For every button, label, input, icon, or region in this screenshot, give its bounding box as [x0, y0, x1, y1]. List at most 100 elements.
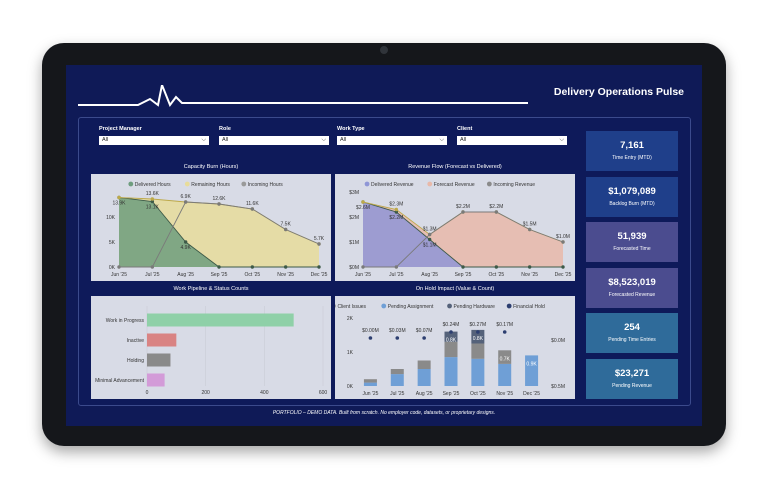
filter-label: Role [219, 126, 231, 132]
kpi-card[interactable]: 51,939 Forecasted Time [586, 222, 678, 262]
data-point [217, 265, 221, 269]
revenue-flow-chart[interactable]: Delivered Revenue Forecast Revenue Incomin… [335, 174, 575, 281]
data-label: $1.5M [523, 222, 537, 228]
x-tick-label: Sep '25 [455, 272, 472, 278]
data-point [502, 330, 507, 334]
bar-segment [471, 358, 485, 386]
category-label: Holding [127, 358, 144, 364]
filter-2: Work Type All ⌵ [337, 126, 447, 145]
dashboard-screen: Delivery Operations Pulse Project Manage… [66, 65, 702, 426]
data-point [561, 240, 565, 244]
legend-marker [331, 303, 336, 309]
x-tick-label: Nov '25 [496, 391, 513, 397]
bar [147, 333, 177, 347]
filter-dropdown[interactable]: All ⌵ [99, 136, 209, 145]
data-label: $1.3M [423, 227, 437, 233]
chart-title-revenue: Revenue Flow (Forecast vs Delivered) [408, 164, 502, 170]
bar [147, 313, 294, 327]
x-tick-label: Jun '25 [355, 272, 371, 278]
filter-dropdown[interactable]: All ⌵ [337, 136, 447, 145]
data-point [427, 232, 432, 237]
footer-disclaimer: PORTFOLIO – DEMO DATA. Built from scratc… [272, 410, 496, 416]
x-tick-label: Dec '25 [311, 272, 328, 278]
data-point [449, 330, 453, 334]
legend-label: Client Issues [337, 304, 366, 310]
y-tick-label: 5K [109, 240, 116, 246]
chevron-down-icon: ⌵ [321, 137, 326, 143]
y-tick-label: $3M [349, 190, 359, 196]
chart-title-onhold: On Hold Impact (Value & Count) [415, 286, 495, 292]
filter-3: Client All ⌵ [457, 126, 567, 145]
filter-dropdown[interactable]: All ⌵ [457, 136, 567, 145]
bar-segment [390, 369, 404, 375]
legend-label: Pending Assignment [388, 304, 434, 310]
legend-marker [381, 303, 387, 309]
legend-label: Delivered Hours [135, 182, 171, 188]
data-point [527, 227, 532, 232]
x-tick-label: 0 [146, 390, 149, 396]
legend-label: Pending Hardware [454, 304, 496, 310]
data-point [183, 240, 188, 244]
legend-marker [184, 181, 190, 187]
chevron-down-icon: ⌵ [559, 137, 564, 143]
legend-label: Incoming Revenue [493, 182, 535, 188]
on-hold-chart[interactable]: Client Issues Pending Assignment Pending H… [331, 296, 575, 399]
data-point [368, 336, 373, 340]
bar-segment [471, 343, 485, 359]
legend-marker [486, 181, 492, 187]
x-tick-label: Sep '25 [211, 272, 228, 278]
bar-segment [444, 331, 458, 342]
data-label: $0.24M [443, 322, 460, 328]
chevron-down-icon: ⌵ [201, 137, 206, 143]
data-label: 7.5K [281, 222, 292, 228]
filter-value: All [460, 137, 467, 143]
work-pipeline-chart[interactable]: 0 200 400 600 Work in Progress Inactive Holdin… [91, 296, 331, 399]
data-point [422, 336, 426, 340]
filter-label: Client [457, 126, 473, 132]
kpi-card[interactable]: 254 Pending Time Entries [586, 313, 678, 353]
data-point [476, 330, 480, 334]
capacity-burn-chart[interactable]: Delivered Hours Remaining Hours Incoming H… [91, 174, 331, 281]
legend-marker [506, 303, 512, 309]
data-label: $0.17M [496, 322, 513, 328]
x-tick-label: Jun '25 [111, 272, 127, 278]
x-tick-label: Nov '25 [521, 272, 538, 278]
data-point [527, 265, 532, 269]
data-point [250, 207, 255, 211]
legend-item: Delivered Revenue [364, 181, 414, 188]
legend-item: Delivered Hours [128, 181, 171, 188]
data-label: $2.3M [389, 202, 403, 208]
y-tick-label: $0M [349, 265, 359, 271]
kpi-value: 51,939 [617, 231, 647, 242]
category-label: Work in Progress [106, 318, 145, 324]
data-point [150, 197, 155, 201]
data-point [427, 237, 432, 242]
bar-segment [498, 363, 512, 386]
kpi-label: Pending Time Entries [608, 337, 656, 343]
bar-segment [390, 374, 404, 386]
legend-marker [447, 303, 452, 309]
kpi-card[interactable]: $8,523,019 Forecasted Revenue [586, 267, 678, 308]
series-area [119, 197, 319, 267]
kpi-card[interactable]: $23,271 Pending Revenue [586, 358, 678, 399]
right-axis-label: $0.0M [551, 338, 565, 344]
filter-dropdown[interactable]: All ⌵ [219, 136, 329, 145]
x-tick-label: Jul '25 [390, 391, 405, 397]
y-tick-label: 0K [347, 384, 354, 390]
legend-marker [241, 181, 247, 187]
data-point [561, 265, 565, 269]
data-point [394, 207, 399, 212]
kpi-card[interactable]: 7,161 Time Entry (MTD) [586, 131, 678, 171]
data-label: 4.9K [181, 245, 192, 251]
x-tick-label: Dec '25 [555, 272, 572, 278]
dashboard-title: Delivery Operations Pulse [553, 86, 684, 98]
data-point [361, 265, 365, 269]
x-tick-label: Jul '25 [145, 272, 160, 278]
kpi-value: $1,079,089 [608, 185, 656, 197]
bar [147, 373, 165, 387]
legend-item: Incoming Hours [241, 181, 283, 188]
bar-segment [444, 357, 458, 386]
y-tick-label: 0K [109, 265, 116, 271]
kpi-card[interactable]: $1,079,089 Backlog Burn (MTD) [586, 176, 678, 217]
x-tick-label: Sep '25 [443, 391, 460, 397]
